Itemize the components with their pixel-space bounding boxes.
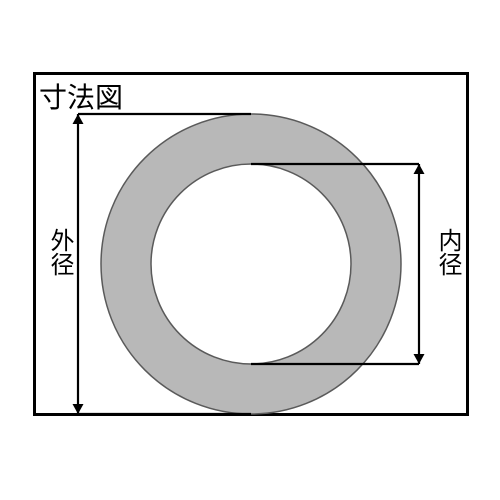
page-root: 寸法図 外径 内径 (0, 0, 500, 500)
outer-diameter-label: 外径 (42, 228, 77, 276)
inner-diameter-label: 内径 (430, 228, 465, 276)
diagram-title: 寸法図 (39, 76, 123, 116)
